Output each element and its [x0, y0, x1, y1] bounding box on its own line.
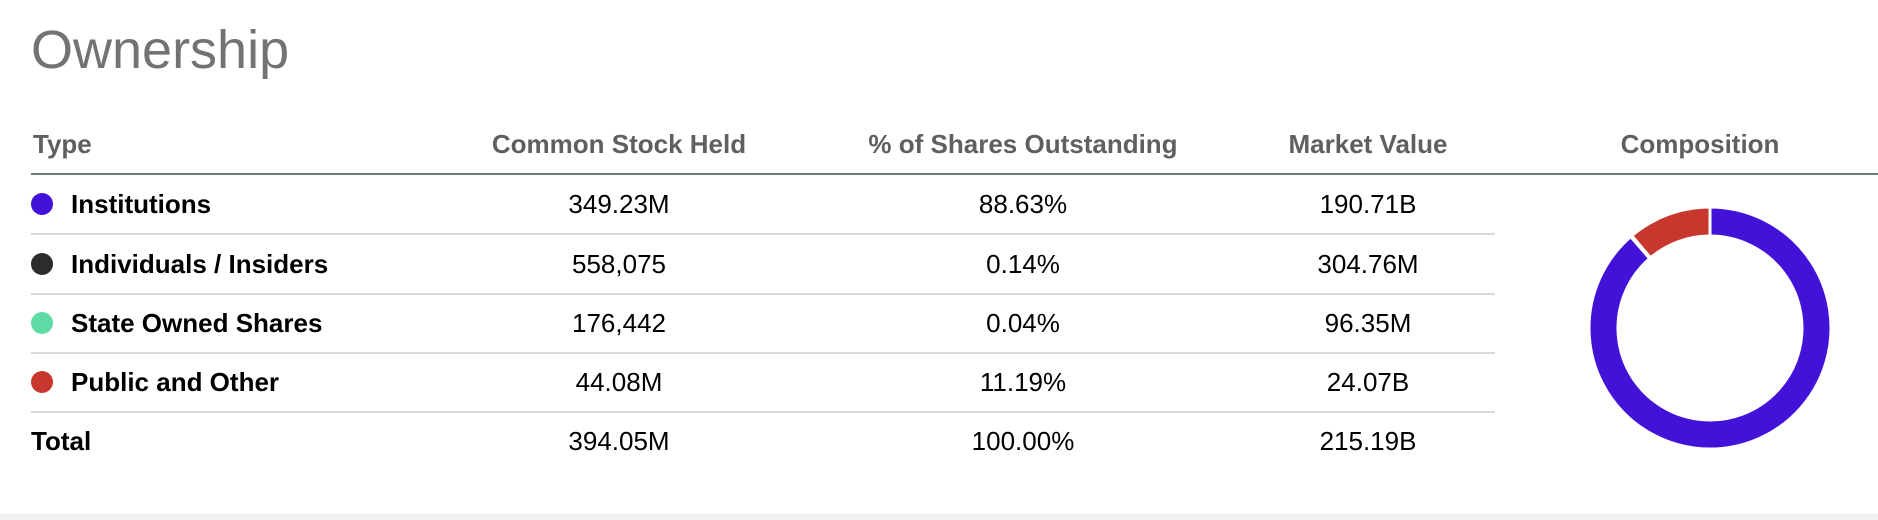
cell-percent-outstanding: 88.63% — [978, 189, 1068, 219]
table-header: Type Common Stock Held % of Shares Outst… — [0, 126, 1878, 172]
table-row-individuals-insiders: Individuals / Insiders 558,075 0.14% 304… — [31, 235, 1495, 295]
cell-market-value: 304.76M — [1317, 249, 1419, 279]
row-label-text: Individuals / Insiders — [71, 249, 329, 279]
bottom-divider — [0, 514, 1878, 520]
donut-chart-svg — [1587, 205, 1833, 451]
row-label: Individuals / Insiders — [31, 235, 328, 293]
cell-common-stock: 349.23M — [568, 189, 670, 219]
legend-dot-public-and-other — [31, 371, 53, 393]
total-percent-outstanding: 100.00% — [971, 426, 1075, 456]
table-row-state-owned-shares: State Owned Shares 176,442 0.04% 96.35M — [31, 294, 1495, 354]
total-common-stock: 394.05M — [568, 426, 670, 456]
row-label-text: State Owned Shares — [71, 308, 323, 338]
header-market-value: Market Value — [1288, 129, 1448, 159]
cell-market-value: 190.71B — [1319, 189, 1417, 219]
page-title: Ownership — [31, 20, 290, 80]
header-common-stock-held: Common Stock Held — [491, 129, 747, 159]
composition-chart — [1580, 198, 1840, 458]
row-label: Institutions — [31, 175, 211, 233]
table-row-institutions: Institutions 349.23M 88.63% 190.71B — [31, 175, 1495, 235]
header-composition: Composition — [1620, 129, 1780, 159]
table-row-public-and-other: Public and Other 44.08M 11.19% 24.07B — [31, 353, 1495, 413]
header-divider — [31, 173, 1878, 175]
cell-common-stock: 176,442 — [572, 308, 666, 338]
row-label: Public and Other — [31, 353, 279, 411]
cell-common-stock: 558,075 — [572, 249, 666, 279]
cell-percent-outstanding: 0.14% — [986, 249, 1060, 279]
row-label: State Owned Shares — [31, 294, 322, 352]
cell-common-stock: 44.08M — [575, 367, 663, 397]
row-label-text: Public and Other — [71, 367, 280, 397]
donut-slice-public-and-other — [1629, 205, 1712, 260]
legend-dot-institutions — [31, 193, 53, 215]
total-market-value: 215.19B — [1319, 426, 1417, 456]
legend-dot-individuals-insiders — [31, 253, 53, 275]
header-percent-outstanding: % of Shares Outstanding — [868, 129, 1178, 159]
cell-market-value: 24.07B — [1326, 367, 1410, 397]
cell-percent-outstanding: 11.19% — [979, 367, 1067, 397]
total-label: Total — [31, 426, 92, 456]
cell-percent-outstanding: 0.04% — [986, 308, 1060, 338]
header-type: Type — [33, 129, 92, 159]
legend-dot-state-owned-shares — [31, 312, 53, 334]
table-row-total: Total 394.05M 100.00% 215.19B — [31, 412, 1495, 470]
row-label-text: Institutions — [71, 189, 212, 219]
donut-slice-institutions — [1587, 205, 1833, 451]
cell-market-value: 96.35M — [1324, 308, 1412, 338]
